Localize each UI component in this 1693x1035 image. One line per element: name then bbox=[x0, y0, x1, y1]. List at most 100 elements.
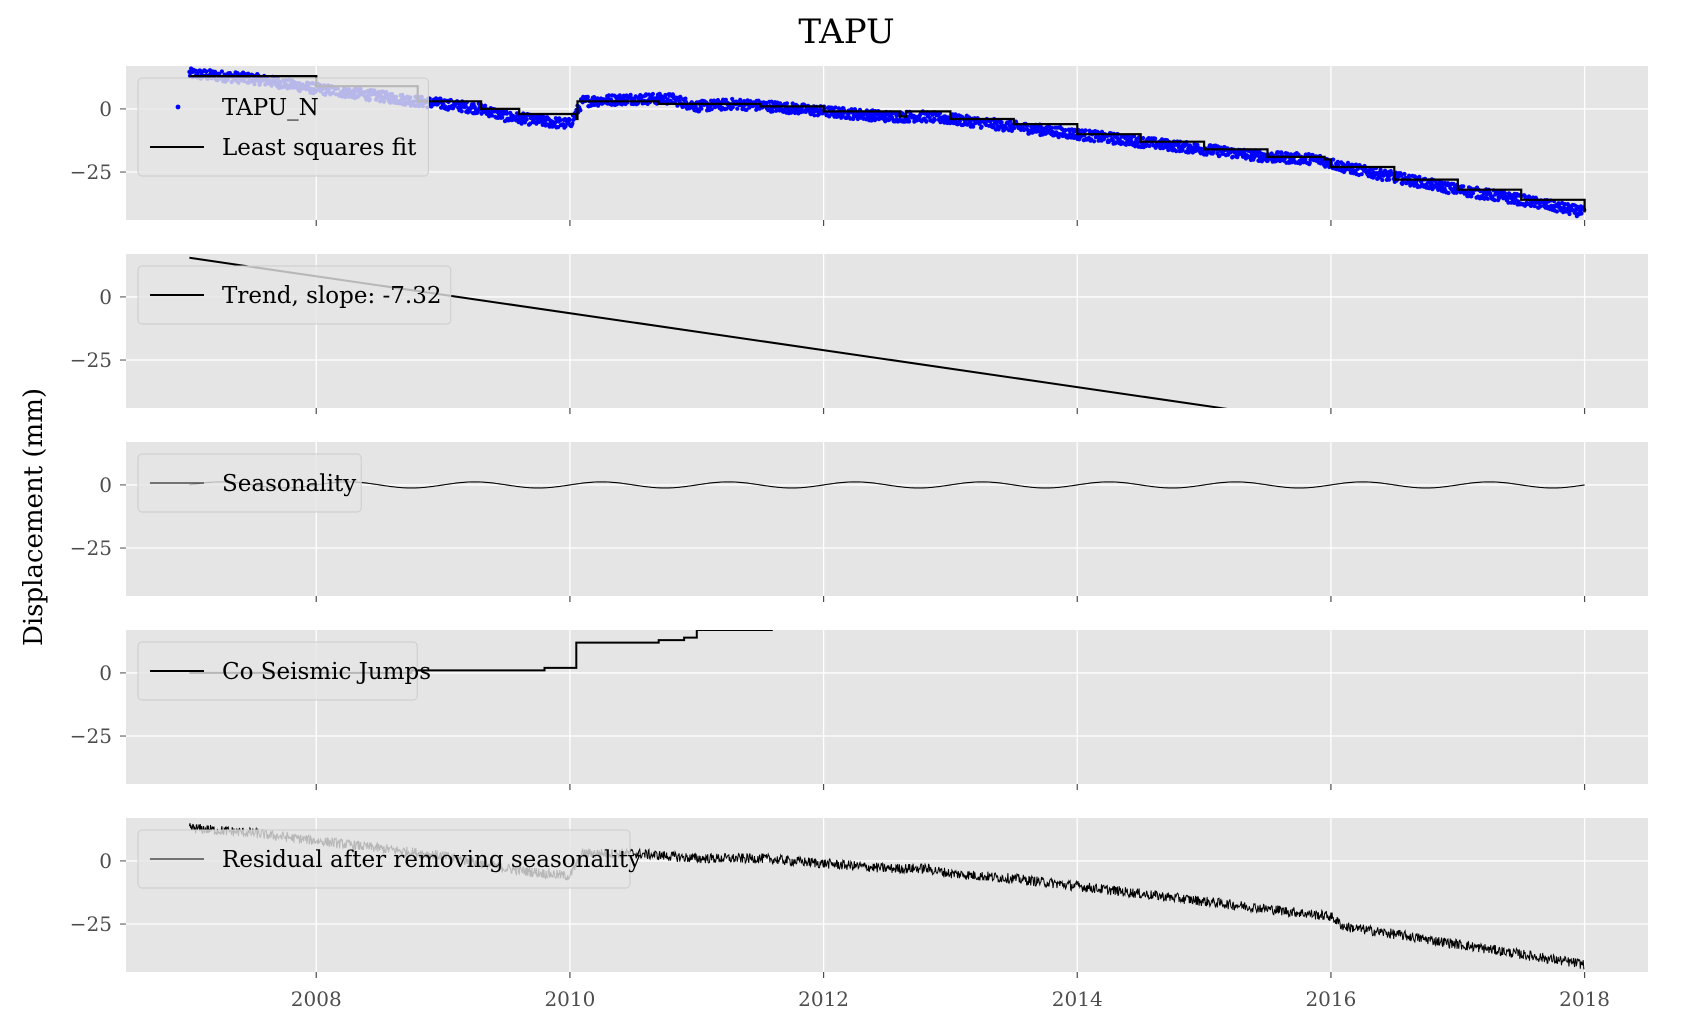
data-point bbox=[1217, 153, 1222, 158]
data-point bbox=[1123, 142, 1129, 147]
data-point bbox=[1235, 153, 1240, 158]
y-tick-label: 0 bbox=[99, 285, 112, 309]
data-point bbox=[1492, 198, 1497, 203]
data-point bbox=[1407, 173, 1412, 178]
data-point bbox=[1402, 171, 1407, 177]
data-point bbox=[924, 119, 929, 124]
data-point bbox=[1554, 209, 1559, 214]
data-point bbox=[932, 117, 937, 122]
legend-label: Seasonality bbox=[222, 471, 356, 497]
y-tick-label: 0 bbox=[99, 849, 112, 873]
data-point bbox=[1110, 138, 1115, 143]
data-point bbox=[1383, 168, 1388, 173]
data-point bbox=[744, 107, 749, 112]
legend-box bbox=[137, 453, 362, 513]
data-point bbox=[524, 117, 529, 122]
data-point bbox=[558, 118, 563, 123]
legend-box bbox=[137, 265, 452, 325]
data-point bbox=[1230, 154, 1235, 159]
data-point bbox=[567, 117, 572, 123]
data-point bbox=[1461, 184, 1466, 189]
data-point bbox=[678, 94, 683, 99]
legend: TAPU_N Least squares fit bbox=[137, 77, 429, 177]
data-point bbox=[1099, 129, 1105, 134]
x-tick-label: 2012 bbox=[798, 987, 849, 1011]
data-point bbox=[1446, 190, 1451, 196]
data-point bbox=[1532, 204, 1537, 209]
data-point bbox=[1417, 174, 1422, 179]
legend-label: Co Seismic Jumps bbox=[222, 659, 431, 685]
data-point bbox=[585, 94, 590, 99]
data-point bbox=[1575, 204, 1580, 209]
legend: Trend, slope: -7.32 bbox=[137, 265, 452, 325]
data-point bbox=[1470, 191, 1476, 196]
data-point bbox=[833, 105, 838, 110]
legend: Co Seismic Jumps bbox=[137, 641, 431, 701]
y-tick-label: −25 bbox=[70, 912, 112, 936]
data-point bbox=[1579, 211, 1584, 216]
data-point bbox=[979, 124, 984, 129]
legend: Seasonality bbox=[137, 453, 362, 513]
legend-box bbox=[137, 77, 429, 177]
legend-label: Residual after removing seasonality bbox=[222, 847, 641, 873]
data-point bbox=[784, 101, 790, 106]
data-point bbox=[1451, 181, 1456, 187]
data-point bbox=[1485, 196, 1490, 201]
x-tick-label: 2008 bbox=[291, 987, 342, 1011]
legend-box bbox=[137, 829, 631, 889]
chart-title: TAPU bbox=[798, 12, 895, 52]
x-tick-label: 2014 bbox=[1052, 987, 1103, 1011]
data-point bbox=[1562, 202, 1567, 207]
data-point bbox=[592, 95, 597, 100]
y-tick-label: −25 bbox=[70, 536, 112, 560]
data-point bbox=[730, 96, 735, 102]
data-point bbox=[628, 92, 633, 97]
x-tick-label: 2018 bbox=[1559, 987, 1610, 1011]
data-point bbox=[617, 93, 622, 98]
data-point bbox=[489, 113, 494, 118]
data-point bbox=[1012, 126, 1017, 131]
data-point bbox=[971, 124, 976, 129]
data-point bbox=[663, 92, 668, 98]
data-point bbox=[463, 103, 468, 109]
data-point bbox=[907, 119, 912, 124]
data-point bbox=[683, 96, 688, 101]
data-point bbox=[1502, 191, 1508, 196]
data-point bbox=[712, 98, 717, 104]
data-point bbox=[1174, 149, 1179, 154]
data-point bbox=[563, 124, 568, 129]
data-point bbox=[570, 121, 575, 126]
legend-marker bbox=[175, 104, 181, 110]
data-point bbox=[812, 113, 817, 118]
data-point bbox=[1063, 128, 1068, 133]
data-point bbox=[500, 115, 505, 120]
data-point bbox=[1092, 139, 1097, 144]
data-point bbox=[730, 105, 735, 110]
series-seasonality bbox=[189, 481, 1585, 489]
data-point bbox=[1567, 211, 1572, 217]
data-point bbox=[1083, 128, 1088, 133]
data-point bbox=[1529, 203, 1534, 208]
data-point bbox=[1233, 150, 1238, 155]
legend-label: TAPU_N bbox=[222, 95, 319, 121]
data-point bbox=[1147, 143, 1152, 149]
panel-residual: 0 −25 2008 2010 2012 2014 2016 2018 bbox=[70, 818, 1648, 1011]
x-tick-label: 2016 bbox=[1305, 987, 1356, 1011]
data-point bbox=[606, 93, 612, 98]
y-tick-label: −25 bbox=[70, 160, 112, 184]
data-point bbox=[217, 71, 222, 76]
data-point bbox=[770, 109, 775, 114]
y-tick-label: 0 bbox=[99, 473, 112, 497]
data-point bbox=[735, 106, 740, 111]
plot-area bbox=[189, 481, 1585, 489]
x-tick-label: 2010 bbox=[544, 987, 595, 1011]
data-point bbox=[1399, 173, 1404, 178]
data-point bbox=[1195, 142, 1200, 147]
data-point bbox=[541, 114, 546, 119]
data-point bbox=[204, 69, 209, 74]
data-point bbox=[1323, 164, 1328, 169]
plot-background bbox=[126, 442, 1648, 596]
data-point bbox=[1298, 161, 1303, 166]
